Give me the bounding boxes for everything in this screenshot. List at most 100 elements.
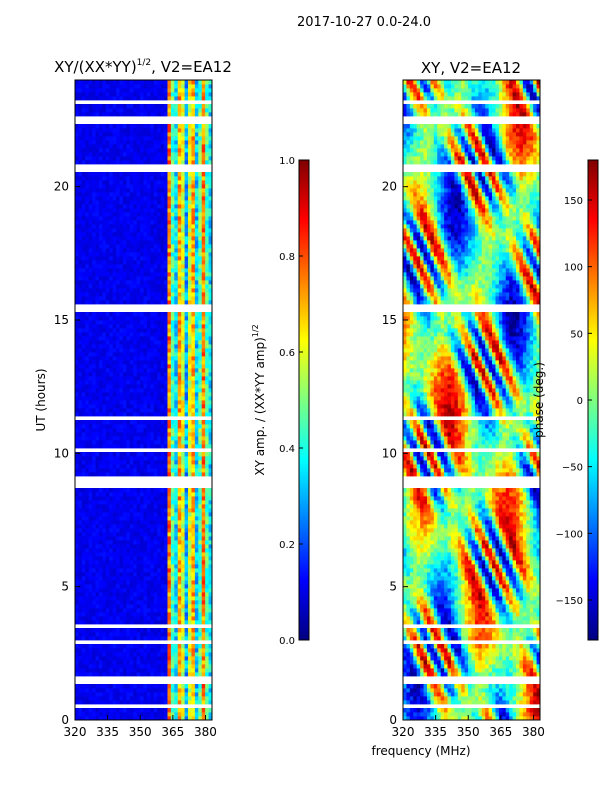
amplitude-heatmap-cell <box>95 200 100 205</box>
amplitude-heatmap-cell <box>126 540 131 545</box>
amplitude-heatmap-cell <box>85 528 90 533</box>
amplitude-heatmap-cell <box>143 612 148 617</box>
amplitude-heatmap-cell <box>78 668 83 673</box>
amplitude-heatmap-cell <box>164 232 168 237</box>
amplitude-heatmap-cell <box>164 288 168 293</box>
amplitude-heatmap-cell <box>102 188 107 193</box>
amplitude-heatmap-cell <box>98 632 103 637</box>
amplitude-heatmap-cell <box>181 300 185 305</box>
amplitude-heatmap-cell <box>126 708 131 713</box>
amplitude-heatmap-cell <box>188 312 192 317</box>
amplitude-heatmap-cell <box>102 660 107 665</box>
amplitude-heatmap-cell <box>188 292 192 297</box>
amplitude-heatmap-cell <box>92 536 96 541</box>
amplitude-heatmap-cell <box>119 196 124 201</box>
amplitude-heatmap-cell <box>98 420 103 425</box>
amplitude-heatmap-cell <box>81 364 86 369</box>
amplitude-heatmap-cell <box>181 572 185 577</box>
amplitude-heatmap-cell <box>122 692 127 697</box>
amplitude-heatmap-cell <box>191 288 196 293</box>
amplitude-heatmap-cell <box>198 664 203 669</box>
amplitude-heatmap-cell <box>78 192 83 197</box>
amplitude-heatmap-cell <box>105 452 110 457</box>
amplitude-heatmap-cell <box>194 320 199 325</box>
amplitude-heatmap-cell <box>146 520 151 525</box>
amplitude-heatmap-cell <box>129 496 134 501</box>
amplitude-heatmap-cell <box>78 540 83 545</box>
amplitude-heatmap-cell <box>133 544 138 549</box>
amplitude-heatmap-cell <box>98 232 103 237</box>
amplitude-heatmap-cell <box>109 688 114 693</box>
amplitude-heatmap-cell <box>78 696 83 701</box>
amplitude-heatmap-cell <box>143 408 148 413</box>
amplitude-heatmap-cell <box>78 312 83 317</box>
amplitude-heatmap-cell <box>126 712 131 717</box>
amplitude-heatmap-cell <box>119 512 124 517</box>
amplitude-heatmap-cell <box>126 692 131 697</box>
amplitude-heatmap-cell <box>102 452 107 457</box>
amplitude-heatmap-cell <box>105 364 110 369</box>
amplitude-heatmap-cell <box>78 436 83 441</box>
amplitude-heatmap-cell <box>170 636 175 641</box>
amplitude-heatmap-cell <box>122 216 127 221</box>
amplitude-heatmap-cell <box>116 636 120 641</box>
amplitude-heatmap-cell <box>140 372 144 377</box>
amplitude-heatmap-cell <box>122 600 127 605</box>
amplitude-heatmap-cell <box>119 380 124 385</box>
amplitude-heatmap-cell <box>136 364 141 369</box>
amplitude-heatmap-cell <box>126 488 131 493</box>
amplitude-heatmap-cell <box>194 620 199 625</box>
amplitude-heatmap-cell <box>201 336 206 341</box>
amplitude-heatmap-cell <box>140 456 144 461</box>
amplitude-heatmap-cell <box>184 384 189 389</box>
amplitude-heatmap-cell <box>194 656 199 661</box>
amplitude-heatmap-cell <box>78 532 83 537</box>
amplitude-heatmap-cell <box>198 584 203 589</box>
amplitude-heatmap-cell <box>81 180 86 185</box>
amplitude-heatmap-cell <box>150 536 155 541</box>
amplitude-heatmap-cell <box>194 708 199 713</box>
amplitude-heatmap-cell <box>150 540 155 545</box>
amplitude-heatmap-cell <box>136 492 141 497</box>
amplitude-heatmap-cell <box>75 652 79 657</box>
amplitude-heatmap-cell <box>177 320 182 325</box>
amplitude-heatmap-cell <box>133 384 138 389</box>
amplitude-heatmap-cell <box>109 220 114 225</box>
amplitude-heatmap-cell <box>136 616 141 621</box>
amplitude-heatmap-cell <box>150 548 155 553</box>
amplitude-heatmap-cell <box>112 276 117 281</box>
amplitude-heatmap-cell <box>167 224 172 229</box>
amplitude-heatmap-cell <box>153 508 158 513</box>
amplitude-heatmap-cell <box>75 572 79 577</box>
amplitude-heatmap-cell <box>126 560 131 565</box>
amplitude-heatmap-cell <box>184 568 189 573</box>
amplitude-heatmap-cell <box>122 424 127 429</box>
amplitude-heatmap-cell <box>191 384 196 389</box>
amplitude-heatmap-cell <box>177 712 182 717</box>
amplitude-heatmap-cell <box>184 632 189 637</box>
amplitude-heatmap-cell <box>160 260 165 265</box>
amplitude-heatmap-cell <box>167 580 172 585</box>
amplitude-heatmap-cell <box>191 708 196 713</box>
amplitude-heatmap-cell <box>129 208 134 213</box>
amplitude-heatmap-cell <box>102 440 107 445</box>
amplitude-heatmap-cell <box>146 604 151 609</box>
amplitude-heatmap-cell <box>129 400 134 405</box>
amplitude-heatmap-cell <box>95 564 100 569</box>
amplitude-heatmap-cell <box>92 380 96 385</box>
amplitude-heatmap-cell <box>160 672 165 677</box>
amplitude-heatmap-cell <box>122 224 127 229</box>
amplitude-heatmap-cell <box>119 260 124 265</box>
amplitude-heatmap-cell <box>126 188 131 193</box>
amplitude-heatmap-cell <box>170 432 175 437</box>
amplitude-heatmap-cell <box>164 592 168 597</box>
amplitude-heatmap-cell <box>119 348 124 353</box>
amplitude-heatmap-cell <box>208 600 212 605</box>
amplitude-heatmap-cell <box>153 488 158 493</box>
amplitude-heatmap-cell <box>92 212 96 217</box>
amplitude-heatmap-cell <box>191 396 196 401</box>
amplitude-heatmap-cell <box>133 528 138 533</box>
amplitude-heatmap-cell <box>102 472 107 477</box>
amplitude-heatmap-cell <box>201 668 206 673</box>
amplitude-heatmap-cell <box>150 652 155 657</box>
